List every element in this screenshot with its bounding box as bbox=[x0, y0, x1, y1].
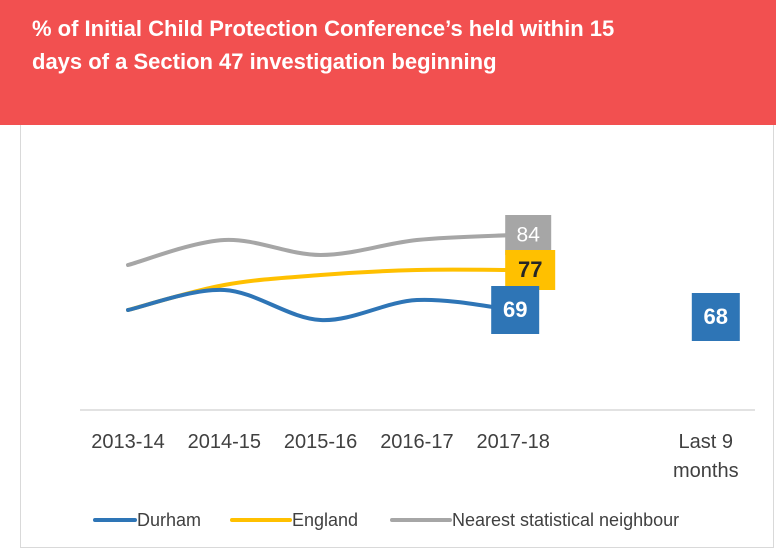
data-label-box bbox=[505, 215, 552, 255]
legend-label: Nearest statistical neighbour bbox=[452, 510, 679, 530]
data-label: 69 bbox=[503, 297, 527, 322]
x-tick-label: 2016-17 bbox=[380, 431, 454, 453]
chart-frame bbox=[20, 125, 774, 548]
data-label: 68 bbox=[704, 304, 728, 329]
chart-title: % of Initial Child Protection Conference… bbox=[32, 16, 615, 74]
series-line bbox=[126, 287, 516, 323]
x-tick-label: 2017-18 bbox=[476, 431, 550, 453]
x-tick-label: 2015-16 bbox=[283, 431, 358, 453]
series-line bbox=[126, 233, 516, 267]
data-label-box bbox=[505, 250, 556, 290]
data-label: 77 bbox=[518, 257, 542, 282]
data-label-box bbox=[691, 293, 740, 341]
data-label: 84 bbox=[517, 224, 541, 247]
legend-label: Durham bbox=[137, 510, 201, 530]
legend-label: England bbox=[292, 510, 358, 530]
data-label-box bbox=[491, 286, 540, 334]
x-tick-label: 2013-14 bbox=[91, 431, 165, 453]
x-tick-label: Last 9 months bbox=[673, 431, 739, 482]
header-banner: % of Initial Child Protection Conference… bbox=[0, 0, 776, 125]
x-tick-label: 2014-15 bbox=[187, 431, 261, 453]
